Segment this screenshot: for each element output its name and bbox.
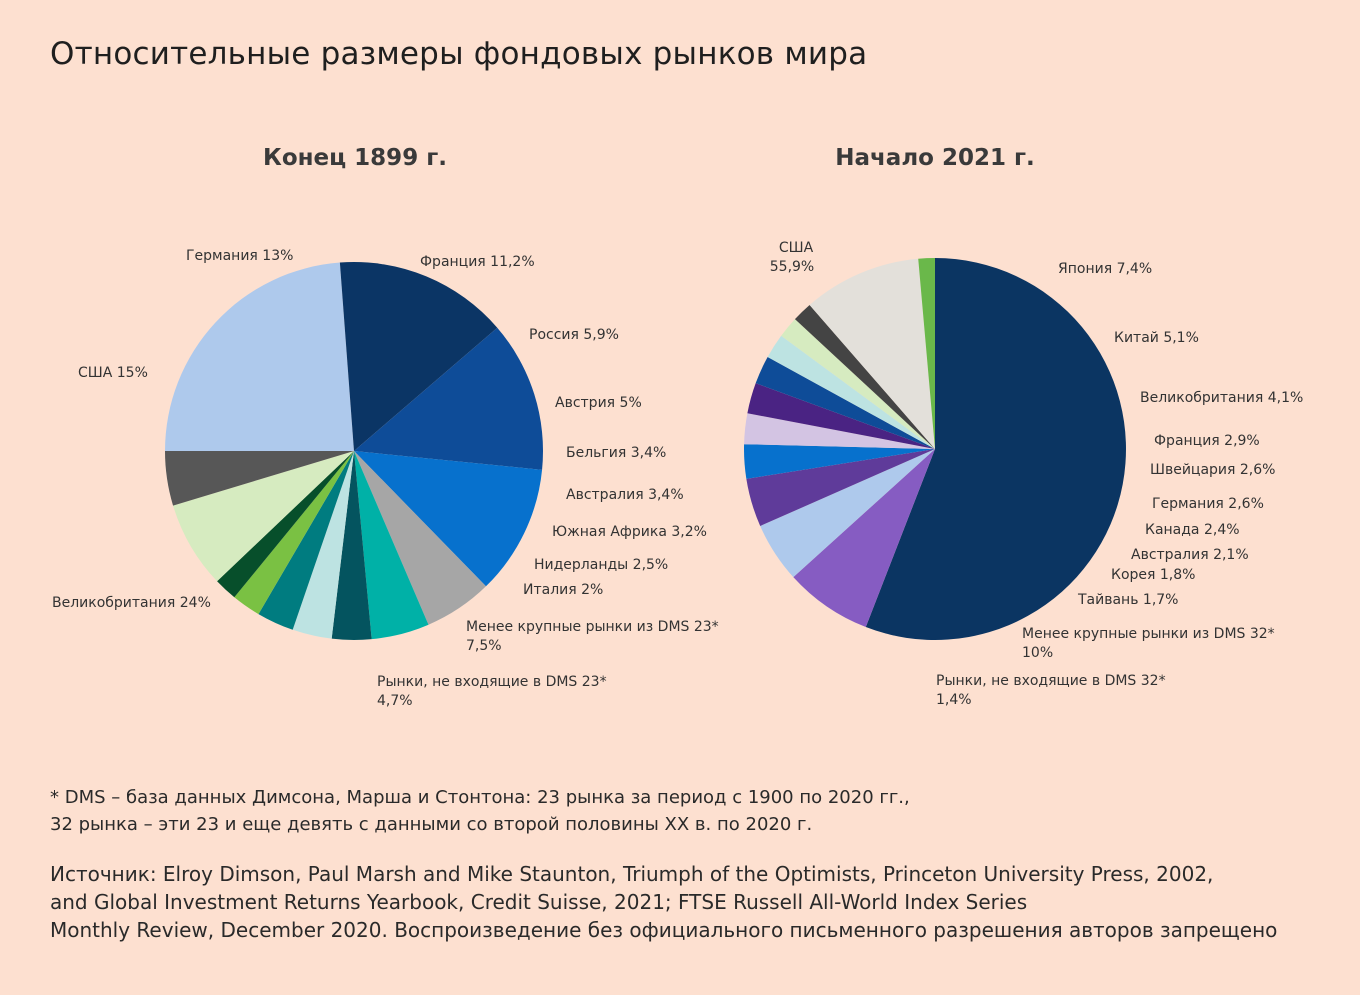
slice-label-0-великобритания: Великобритания 24% (52, 595, 211, 611)
pie-slice-1-рынки-не-входящие-в-dms-32 (918, 258, 935, 449)
slice-label-1-швейцария: Швейцария 2,6% (1150, 462, 1275, 478)
slice-label-0-рынки-не-входящие-в-dms-23: Рынки, не входящие в DMS 23* (377, 674, 607, 690)
slice-label-1-германия: Германия 2,6% (1152, 496, 1264, 512)
slice-label-1-австралия: Австралия 2,1% (1131, 547, 1249, 563)
pie-slice-1-франция (743, 444, 935, 479)
slice-value-1-менее-крупные-рынки-из-dms-32: 10% (1022, 645, 1053, 661)
slice-label-1-великобритания: Великобритания 4,1% (1140, 390, 1303, 406)
pie-slice-1-менее-крупные-рынки-из-dms-32 (809, 258, 935, 449)
slice-label-0-германия: Германия 13% (186, 248, 293, 264)
pie-slice-0-нидерланды (234, 451, 354, 615)
pie-slice-0-менее-крупные-рынки-из-dms-23 (173, 451, 354, 582)
slice-label-1-канада: Канада 2,4% (1145, 522, 1240, 538)
pie-slice-0-великобритания (165, 262, 354, 451)
slice-value-0-рынки-не-входящие-в-dms-23: 4,7% (377, 693, 413, 709)
pie-slice-0-сша (339, 262, 498, 451)
pie-chart-1899: Конец 1899 г. Великобритания 24% США 15% Ге… (52, 145, 719, 709)
pie-slice-0-южная-африка (258, 451, 354, 630)
chart-title-1: Начало 2021 г. (835, 145, 1035, 171)
pie-slice-1-корея (781, 319, 935, 449)
slice-label-1-корея: Корея 1,8% (1111, 567, 1195, 583)
pie-slice-0-бельгия (331, 451, 372, 640)
slice-label-0-австралия: Австралия 3,4% (566, 487, 684, 503)
pie-slice-1-китай (760, 449, 935, 578)
slice-label-1-китай: Китай 5,1% (1114, 330, 1199, 346)
slice-label-1-рынки-не-входящие-в-dms-32: Рынки, не входящие в DMS 32* (936, 673, 1166, 689)
footnote: * DMS – база данных Димсона, Марша и Сто… (50, 784, 910, 838)
pie-slice-0-австралия (292, 451, 354, 639)
slice-value-0-менее-крупные-рынки-из-dms-23: 7,5% (466, 638, 502, 654)
pie-slice-0-рынки-не-входящие-в-dms-23 (165, 451, 354, 506)
pie-slice-0-россия (354, 451, 486, 625)
pie-slice-0-франция (354, 451, 543, 587)
slice-label-0-бельгия: Бельгия 3,4% (566, 445, 666, 461)
pie-slice-0-австрия (354, 451, 429, 640)
slice-label-0-италия: Италия 2% (523, 582, 603, 598)
source-line-1: Источник: Elroy Dimson, Paul Marsh and M… (50, 862, 1214, 886)
slice-label-1-сша: США (779, 240, 814, 256)
pie-slice-1-тайвань (794, 304, 935, 449)
slice-label-0-южная-африка: Южная Африка 3,2% (552, 524, 707, 540)
pie-slice-1-сша (865, 258, 1126, 640)
pie-slice-1-австралия (767, 335, 935, 449)
source-line-2: and Global Investment Returns Yearbook, … (50, 890, 1028, 914)
slice-label-1-япония: Япония 7,4% (1058, 261, 1152, 277)
pie-slice-1-германия (747, 383, 935, 449)
slice-value-1-сша: 55,9% (770, 259, 814, 275)
slice-label-0-нидерланды: Нидерланды 2,5% (534, 557, 668, 573)
pie-slice-0-германия (354, 327, 543, 470)
slice-label-0-австрия: Австрия 5% (555, 395, 642, 411)
pie-slice-1-великобритания (746, 449, 935, 526)
slice-label-0-россия: Россия 5,9% (529, 327, 619, 343)
chart-title-0: Конец 1899 г. (263, 145, 447, 171)
pie-slice-1-канада (755, 356, 935, 449)
pie-slice-1-япония (793, 449, 935, 628)
footnote-line-1: * DMS – база данных Димсона, Марша и Сто… (50, 787, 910, 808)
source-line-3: Monthly Review, December 2020. Воспроизв… (50, 918, 1278, 942)
slice-label-0-сша: США 15% (78, 365, 148, 381)
pie-chart-2021: Начало 2021 г. США 55,9% Япония 7,4% Китай 5… (743, 145, 1303, 708)
pie-slice-1-швейцария (744, 413, 935, 449)
page-title: Относительные размеры фондовых рынков ми… (50, 36, 868, 72)
slice-label-1-франция: Франция 2,9% (1154, 433, 1260, 449)
slice-label-1-менее-крупные-рынки-из-dms-32: Менее крупные рынки из DMS 32* (1022, 626, 1275, 642)
footnote-line-2: 32 рынка – эти 23 и еще девять с данными… (50, 814, 813, 835)
pie-slice-0-италия (217, 451, 354, 598)
slice-label-0-менее-крупные-рынки-из-dms-23: Менее крупные рынки из DMS 23* (466, 619, 719, 635)
slice-label-0-франция: Франция 11,2% (420, 254, 535, 270)
slice-label-1-тайвань: Тайвань 1,7% (1077, 592, 1178, 608)
source-note: Источник: Elroy Dimson, Paul Marsh and M… (50, 860, 1277, 944)
slice-value-1-рынки-не-входящие-в-dms-32: 1,4% (936, 692, 972, 708)
